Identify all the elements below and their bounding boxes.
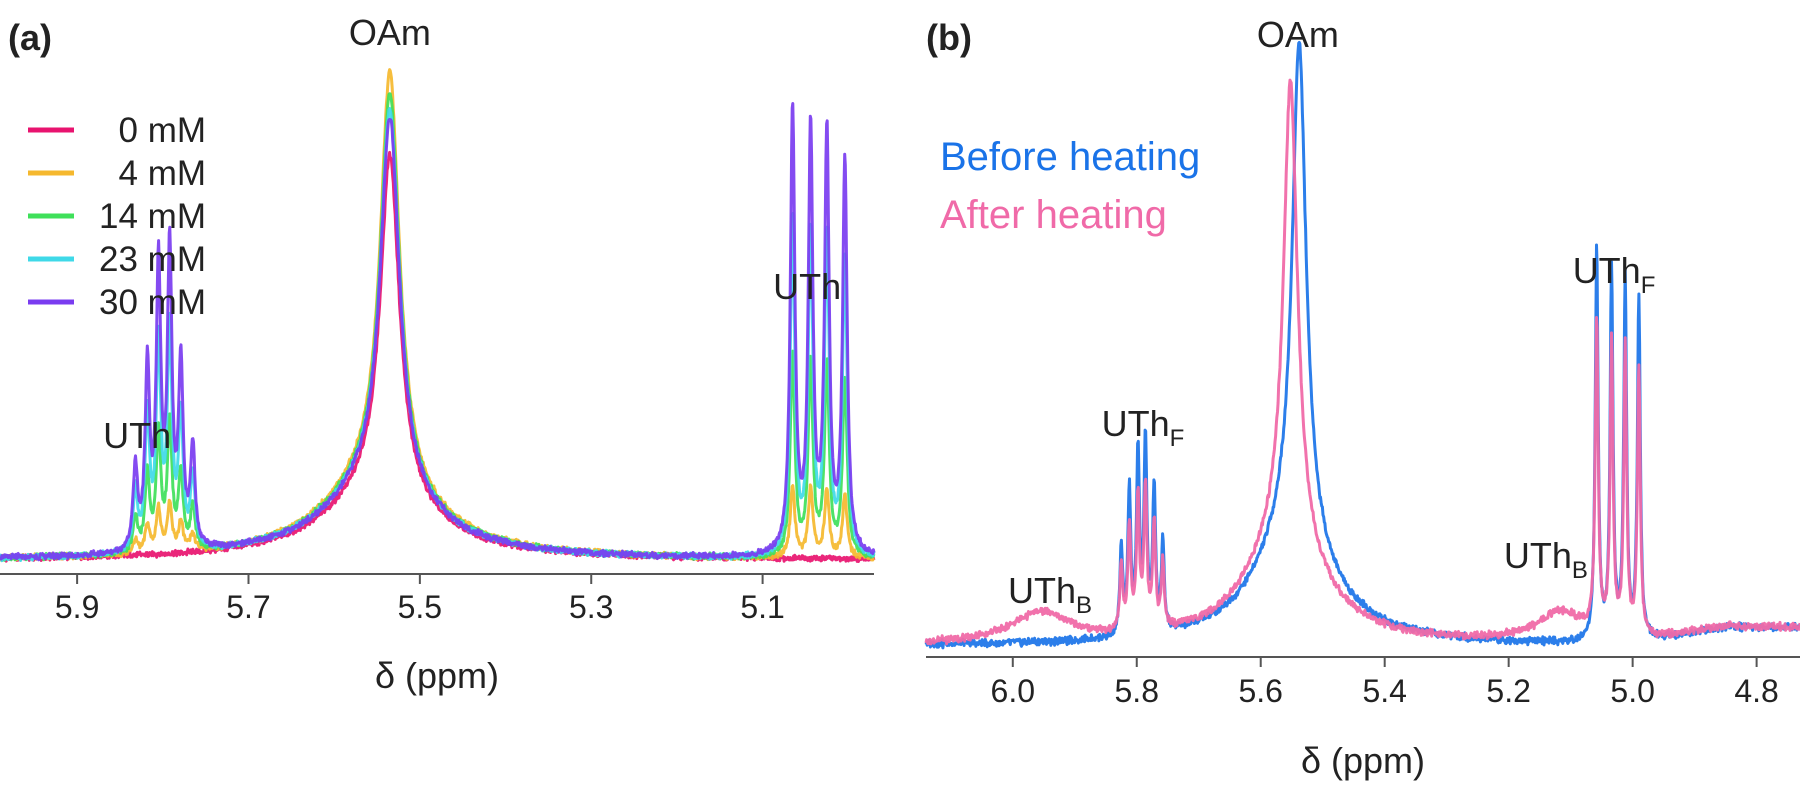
x-tick-label-a: 5.9 (55, 589, 99, 625)
x-tick-label-b: 5.6 (1238, 673, 1282, 709)
series-line-b-1 (924, 40, 1800, 650)
x-tick-label-b: 5.4 (1362, 673, 1406, 709)
x-tick-label-b: 5.0 (1610, 673, 1654, 709)
legend-label-a: 23 mM (99, 240, 206, 279)
legend-label-a: 0 mM (119, 111, 207, 150)
x-tick-label-b: 6.0 (991, 673, 1035, 709)
panel-b-plot: 6.0 5.8 5.6 5.4 5.2 5.0 4.8 δ (ppm) Before heati… (924, 14, 1800, 781)
x-axis-title-b: δ (ppm) (1301, 740, 1425, 781)
series-line-a-5 (0, 102, 876, 562)
x-tick-label-b: 4.8 (1734, 673, 1778, 709)
x-tick-label-b: 5.2 (1486, 673, 1530, 709)
peak-annotation-a: UTh (773, 266, 841, 307)
peak-annotation-a: UTh (103, 415, 171, 456)
panel-a-plot: 5.9 5.7 5.5 5.3 5.1 δ (ppm) 0 mM 4 mM 14 mM 23 mM… (0, 12, 876, 696)
peak-annotation-b: UThF (1573, 250, 1656, 299)
legend-label-a: 4 mM (119, 154, 207, 193)
x-tick-label-a: 5.3 (569, 589, 613, 625)
peak-annotation-b: UThF (1102, 403, 1185, 452)
peak-annotation-b: UThB (1504, 535, 1588, 584)
legend-label-a: 30 mM (99, 283, 206, 322)
series-line-b-2 (924, 78, 1800, 646)
legend-label-b: Before heating (940, 135, 1200, 179)
peak-annotation-b: OAm (1257, 14, 1339, 55)
panel-a-label: (a) (8, 17, 52, 58)
x-axis-title-a: δ (ppm) (375, 655, 499, 696)
x-tick-label-b: 5.8 (1115, 673, 1159, 709)
panel-b-label: (b) (926, 17, 972, 58)
x-tick-label-a: 5.1 (740, 589, 784, 625)
x-tick-label-a: 5.5 (398, 589, 442, 625)
peak-annotation-a: OAm (349, 12, 431, 53)
legend-label-a: 14 mM (99, 197, 206, 236)
peak-annotation-b: UThB (1008, 570, 1092, 619)
x-tick-label-a: 5.7 (226, 589, 270, 625)
legend-label-b: After heating (940, 193, 1167, 237)
